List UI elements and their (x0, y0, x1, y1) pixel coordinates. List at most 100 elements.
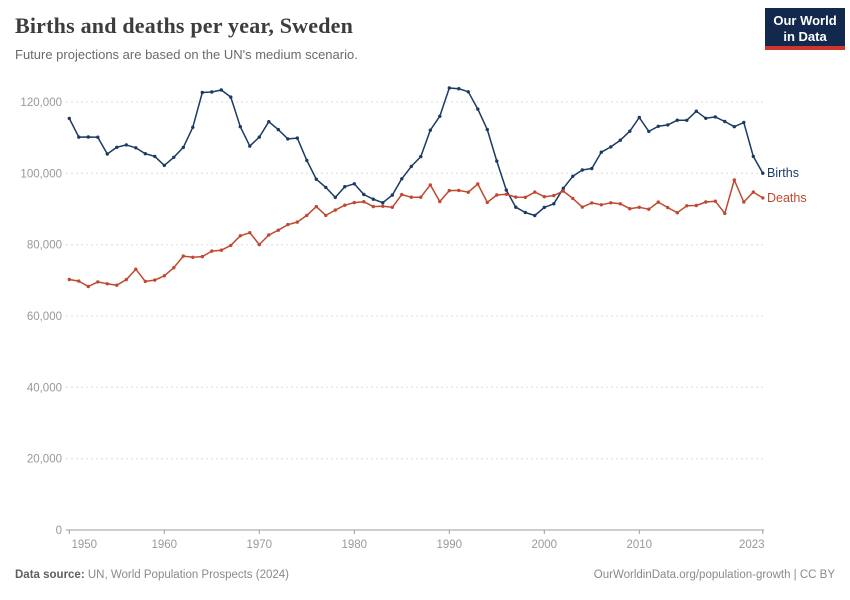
births-point (276, 127, 280, 132)
births-point (248, 144, 252, 148)
deaths-point (172, 266, 176, 270)
deaths-point (219, 248, 223, 252)
births-point (352, 182, 356, 186)
births-point (438, 114, 442, 118)
deaths-point (694, 203, 698, 208)
births-point (694, 109, 698, 113)
y-axis-tick-label: 60,000 (27, 311, 62, 323)
deaths-point (343, 203, 347, 207)
births-point (656, 124, 660, 128)
chart-footer: Data source: UN, World Population Prospe… (15, 569, 835, 581)
deaths-point (504, 192, 508, 196)
deaths-point (590, 201, 594, 205)
deaths-point (609, 201, 613, 205)
births-point (628, 129, 632, 133)
deaths-point (229, 243, 233, 248)
births-point (485, 127, 489, 132)
deaths-point (143, 279, 147, 284)
page-title: Births and deaths per year, Sweden (15, 13, 354, 38)
deaths-point (77, 279, 81, 283)
owid-logo-line1: Our World (773, 13, 837, 28)
deaths-point (552, 193, 556, 198)
deaths-point (713, 199, 717, 203)
data-source-text: UN, World Population Prospects (2024) (84, 569, 289, 581)
births-point (590, 166, 594, 171)
births-point (381, 201, 385, 205)
births-point (390, 193, 394, 197)
deaths-point (647, 207, 651, 211)
births-point (742, 120, 746, 125)
deaths-point (723, 211, 727, 216)
births-point (457, 87, 461, 91)
deaths-point (542, 195, 546, 199)
births-point (181, 145, 185, 150)
deaths-point (447, 188, 451, 193)
x-axis-tick-label: 2000 (532, 539, 558, 551)
deaths-point (390, 205, 394, 209)
births-point (504, 188, 508, 192)
deaths-point (514, 195, 518, 199)
deaths-point (533, 190, 537, 194)
births-point (713, 115, 717, 119)
x-axis-tick-label: 2023 (739, 539, 765, 551)
deaths-point (495, 193, 499, 197)
y-axis-tick-label: 80,000 (27, 240, 62, 252)
deaths-point (200, 254, 204, 259)
births-point (666, 123, 670, 127)
births-point (609, 145, 613, 149)
births-point (105, 152, 110, 156)
births-point (533, 213, 537, 218)
deaths-point (105, 282, 110, 286)
deaths-point (210, 249, 214, 253)
x-axis-tick-label: 1990 (437, 539, 463, 551)
births-point (704, 116, 708, 121)
deaths-point (257, 242, 261, 247)
births-point (229, 95, 233, 99)
births-point (552, 202, 556, 206)
births-line[interactable] (68, 87, 764, 217)
births-point (761, 171, 765, 175)
deaths-point (295, 220, 299, 224)
births-point (685, 118, 689, 123)
births-point (523, 210, 527, 215)
deaths-point (419, 195, 423, 199)
births-point (295, 136, 299, 140)
births-point (162, 163, 166, 168)
owid-logo[interactable]: Our World in Data (765, 8, 845, 50)
deaths-line[interactable] (68, 179, 764, 288)
x-axis-tick-label: 1980 (342, 539, 368, 551)
births-point (476, 107, 480, 111)
owid-logo-line2: in Data (783, 29, 827, 44)
births-point (542, 205, 546, 210)
deaths-point (732, 178, 736, 182)
x-axis-tick-label: 1960 (152, 539, 178, 551)
y-axis-tick-label: 20,000 (27, 454, 62, 466)
deaths-point (628, 207, 632, 211)
births-point (153, 154, 157, 159)
deaths-point (305, 213, 309, 218)
attribution-link[interactable]: OurWorldinData.org/population-growth | C… (593, 569, 835, 581)
y-axis-tick-label: 100,000 (20, 168, 62, 180)
deaths-point (637, 205, 641, 209)
births-point (191, 125, 195, 129)
births-series-label[interactable]: Births (767, 166, 799, 180)
deaths-point (314, 204, 318, 209)
deaths-point (86, 284, 91, 289)
births-point (333, 195, 337, 200)
deaths-point (276, 228, 280, 232)
deaths-point (561, 189, 565, 193)
births-point (400, 177, 404, 181)
births-point (219, 88, 223, 92)
data-source-label: Data source: (15, 569, 85, 581)
births-point (447, 86, 451, 90)
deaths-point (238, 234, 242, 238)
births-point (495, 159, 499, 163)
births-point (599, 150, 603, 154)
x-axis-tick-label: 1970 (247, 539, 273, 551)
births-point (86, 135, 91, 139)
deaths-series-label[interactable]: Deaths (767, 191, 807, 205)
births-point (409, 164, 413, 169)
deaths-point (751, 190, 755, 194)
deaths-point (618, 202, 622, 206)
